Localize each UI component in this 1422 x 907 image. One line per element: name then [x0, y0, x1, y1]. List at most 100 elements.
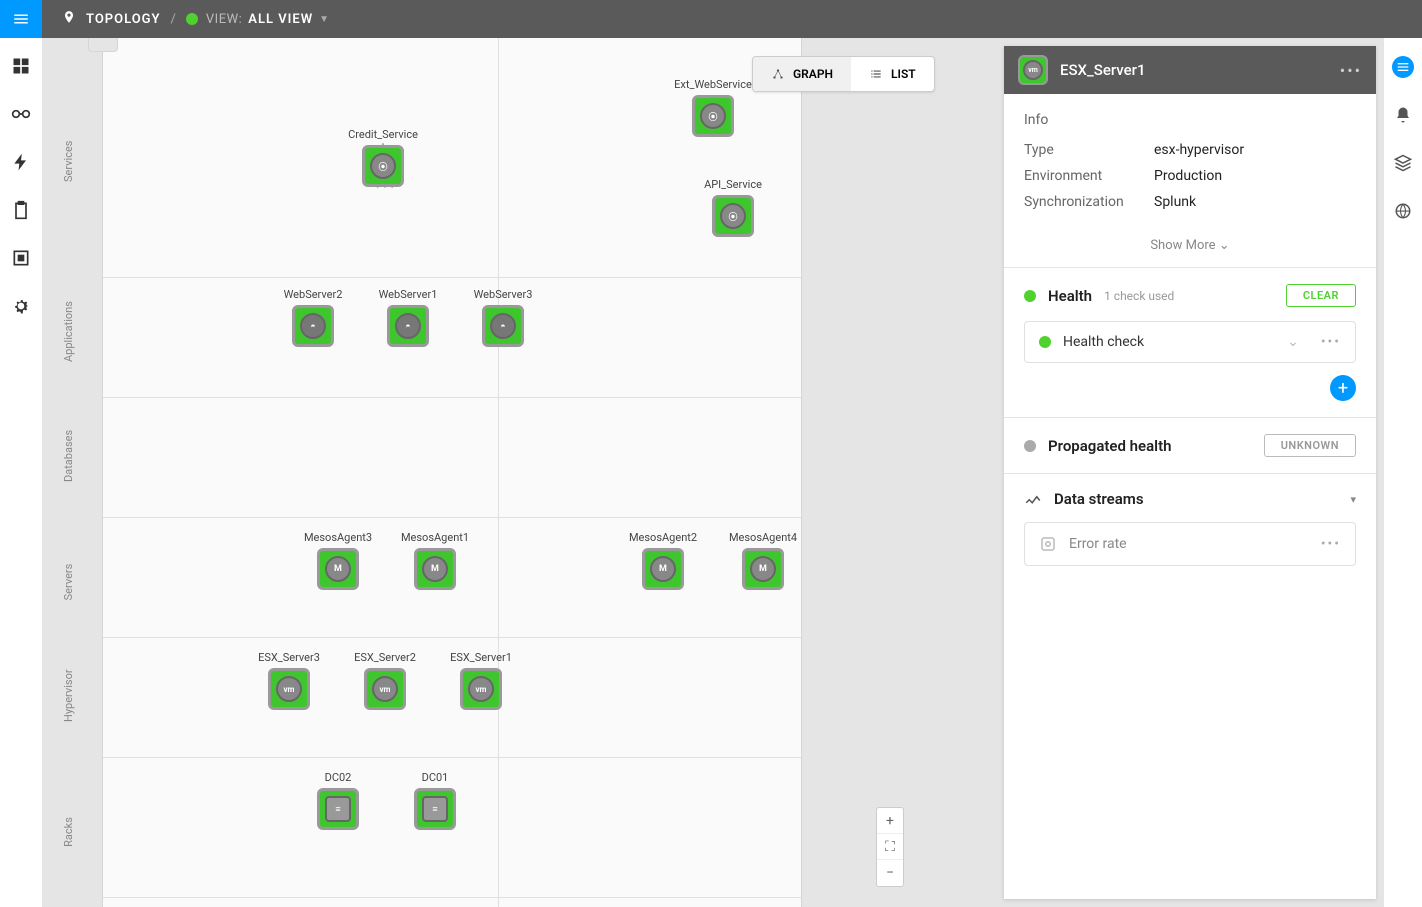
health-check-card[interactable]: Health check ⌄ •••	[1024, 321, 1356, 363]
node-credit[interactable]: Credit_Service⦿	[343, 128, 423, 187]
nav-grid-icon[interactable]	[11, 56, 31, 76]
node-ws2[interactable]: WebServer2◓	[273, 288, 353, 347]
node-api[interactable]: API_Service⦿	[693, 178, 773, 237]
node-ext[interactable]: Ext_WebService ⦿	[673, 78, 753, 137]
topbar: TOPOLOGY / VIEW: ALL VIEW ▼	[0, 0, 1422, 38]
mesos-icon: M	[422, 556, 448, 582]
view-toggle: GRAPH LIST	[752, 56, 935, 92]
streams-header[interactable]: Data streams ▾	[1024, 490, 1356, 508]
toggle-graph[interactable]: GRAPH	[753, 57, 851, 91]
health-section: Health 1 check used CLEAR Health check ⌄…	[1004, 267, 1376, 417]
node-box[interactable]: M	[414, 548, 456, 590]
strip-list-icon[interactable]	[1392, 56, 1414, 78]
mesos-icon: M	[650, 556, 676, 582]
svc-icon: ⦿	[370, 153, 396, 179]
node-label: WebServer3	[463, 288, 543, 301]
node-label: WebServer1	[368, 288, 448, 301]
node-box[interactable]: ≡	[317, 788, 359, 830]
node-label: MesosAgent1	[395, 531, 475, 544]
stream-item-icon	[1039, 535, 1057, 553]
strip-globe-icon[interactable]	[1392, 200, 1414, 222]
menu-toggle[interactable]	[0, 0, 42, 38]
node-esx2[interactable]: ESX_Server2vm	[345, 651, 425, 710]
breadcrumb-sep: /	[171, 12, 176, 27]
strip-layers-icon[interactable]	[1392, 152, 1414, 174]
stream-item-label: Error rate	[1069, 536, 1127, 552]
node-box[interactable]: ⦿	[692, 95, 734, 137]
nav-clipboard-icon[interactable]	[11, 200, 31, 220]
zoom-fit[interactable]: ⛶	[877, 834, 903, 860]
node-ma1[interactable]: MesosAgent1 M	[395, 531, 475, 590]
add-check-button[interactable]: +	[1330, 375, 1356, 401]
node-label: Ext_WebService	[673, 78, 753, 91]
band-label: Servers	[62, 562, 75, 602]
node-box[interactable]: M	[642, 548, 684, 590]
node-ma3[interactable]: MesosAgent3M	[298, 531, 378, 590]
node-box[interactable]: ◓	[387, 305, 429, 347]
streams-title: Data streams	[1054, 490, 1144, 508]
node-label: DC02	[298, 771, 378, 784]
node-ma4[interactable]: MesosAgent4M	[723, 531, 803, 590]
health-subtitle: 1 check used	[1104, 289, 1174, 303]
details-more-icon[interactable]: •••	[1340, 61, 1362, 80]
info-value: Production	[1154, 168, 1222, 184]
info-row: Typeesx-hypervisor	[1024, 142, 1356, 158]
topology-graph[interactable]: Credit_Service⦿Ext_WebService⦿API_Servic…	[102, 38, 802, 907]
toggle-list[interactable]: LIST	[851, 57, 934, 91]
info-key: Synchronization	[1024, 194, 1154, 210]
chevron-down-icon: ⌄	[1287, 334, 1299, 350]
view-dropdown-icon[interactable]: ▼	[319, 14, 329, 25]
breadcrumb[interactable]: TOPOLOGY	[86, 12, 161, 27]
strip-bell-icon[interactable]	[1392, 104, 1414, 126]
node-label: ESX_Server2	[345, 651, 425, 664]
details-body: Info Typeesx-hypervisorEnvironmentProduc…	[1004, 94, 1376, 899]
nav-square-icon[interactable]	[11, 248, 31, 268]
node-dc1[interactable]: DC01 ≡	[395, 771, 475, 830]
canvas: Credit_Service⦿Ext_WebService⦿API_Servic…	[42, 38, 1384, 907]
right-strip	[1384, 38, 1422, 907]
node-box[interactable]: ⦿	[362, 145, 404, 187]
zoom-out[interactable]: −	[877, 860, 903, 886]
node-dc2[interactable]: DC02 ≡	[298, 771, 378, 830]
stream-item[interactable]: Error rate •••	[1024, 522, 1356, 566]
view-value[interactable]: ALL VIEW	[248, 12, 313, 27]
node-ws3[interactable]: WebServer3 ◓	[463, 288, 543, 347]
node-box[interactable]: M	[317, 548, 359, 590]
nav-bolt-icon[interactable]	[11, 152, 31, 172]
zoom-controls: + ⛶ −	[876, 807, 904, 887]
node-box[interactable]: ≡	[414, 788, 456, 830]
health-status-dot	[1024, 290, 1036, 302]
node-esx1[interactable]: ESX_Server1vm	[441, 651, 521, 710]
node-box[interactable]: vm	[364, 668, 406, 710]
propagated-title: Propagated health	[1048, 437, 1171, 455]
check-more-icon[interactable]: •••	[1321, 334, 1341, 350]
node-label: DC01	[395, 771, 475, 784]
info-row: SynchronizationSplunk	[1024, 194, 1356, 210]
node-ws1[interactable]: WebServer1 ◓	[368, 288, 448, 347]
nav-settings-icon[interactable]	[11, 296, 31, 316]
vm-icon: vm	[468, 676, 494, 702]
band-services	[103, 38, 801, 278]
node-box[interactable]: ◓	[292, 305, 334, 347]
node-box[interactable]: ⦿	[712, 195, 754, 237]
zoom-in[interactable]: +	[877, 808, 903, 834]
docker-icon: ◓	[490, 313, 516, 339]
health-clear-button[interactable]: CLEAR	[1286, 284, 1356, 307]
node-box[interactable]: ◓	[482, 305, 524, 347]
node-ma2[interactable]: MesosAgent2M	[623, 531, 703, 590]
docker-icon: ◓	[395, 313, 421, 339]
nav-glasses-icon[interactable]	[11, 104, 31, 124]
node-box[interactable]: M	[742, 548, 784, 590]
band-label: Racks	[62, 812, 75, 852]
show-more[interactable]: Show More ⌄	[1004, 232, 1376, 267]
node-box[interactable]: vm	[460, 668, 502, 710]
node-esx3[interactable]: ESX_Server3vm	[249, 651, 329, 710]
view-status-dot	[186, 13, 198, 25]
stream-more-icon[interactable]: •••	[1321, 536, 1341, 552]
rack-icon: ≡	[325, 796, 351, 822]
toggle-graph-label: GRAPH	[793, 67, 833, 81]
details-header: vm ESX_Server1 •••	[1004, 46, 1376, 94]
propagated-unknown-button[interactable]: UNKNOWN	[1264, 434, 1356, 457]
node-box[interactable]: vm	[268, 668, 310, 710]
info-value: esx-hypervisor	[1154, 142, 1244, 158]
